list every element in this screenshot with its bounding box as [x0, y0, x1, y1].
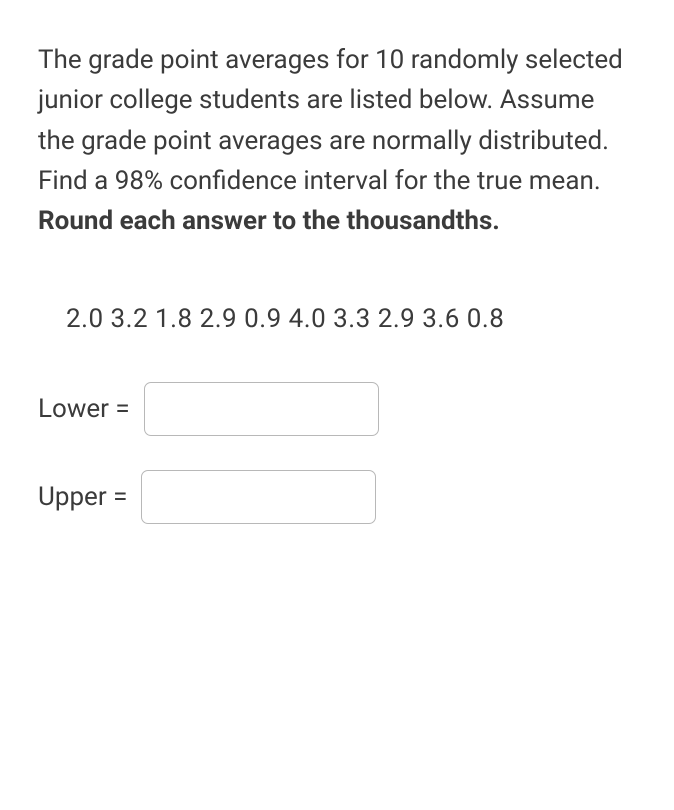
question-text: The grade point averages for 10 randomly…: [38, 40, 636, 241]
lower-label: Lower =: [38, 394, 130, 424]
lower-input[interactable]: [144, 382, 379, 436]
data-values: 2.0 3.2 1.8 2.9 0.9 4.0 3.3 2.9 3.6 0.8: [38, 297, 636, 341]
data-list: 2.0 3.2 1.8 2.9 0.9 4.0 3.3 2.9 3.6 0.8: [38, 304, 504, 334]
upper-label: Upper =: [38, 482, 127, 512]
upper-input[interactable]: [141, 470, 376, 524]
question-bold: Round each answer to the thousandths.: [38, 206, 500, 236]
upper-row: Upper =: [38, 470, 636, 524]
lower-row: Lower =: [38, 382, 636, 436]
question-body: The grade point averages for 10 randomly…: [38, 45, 623, 196]
